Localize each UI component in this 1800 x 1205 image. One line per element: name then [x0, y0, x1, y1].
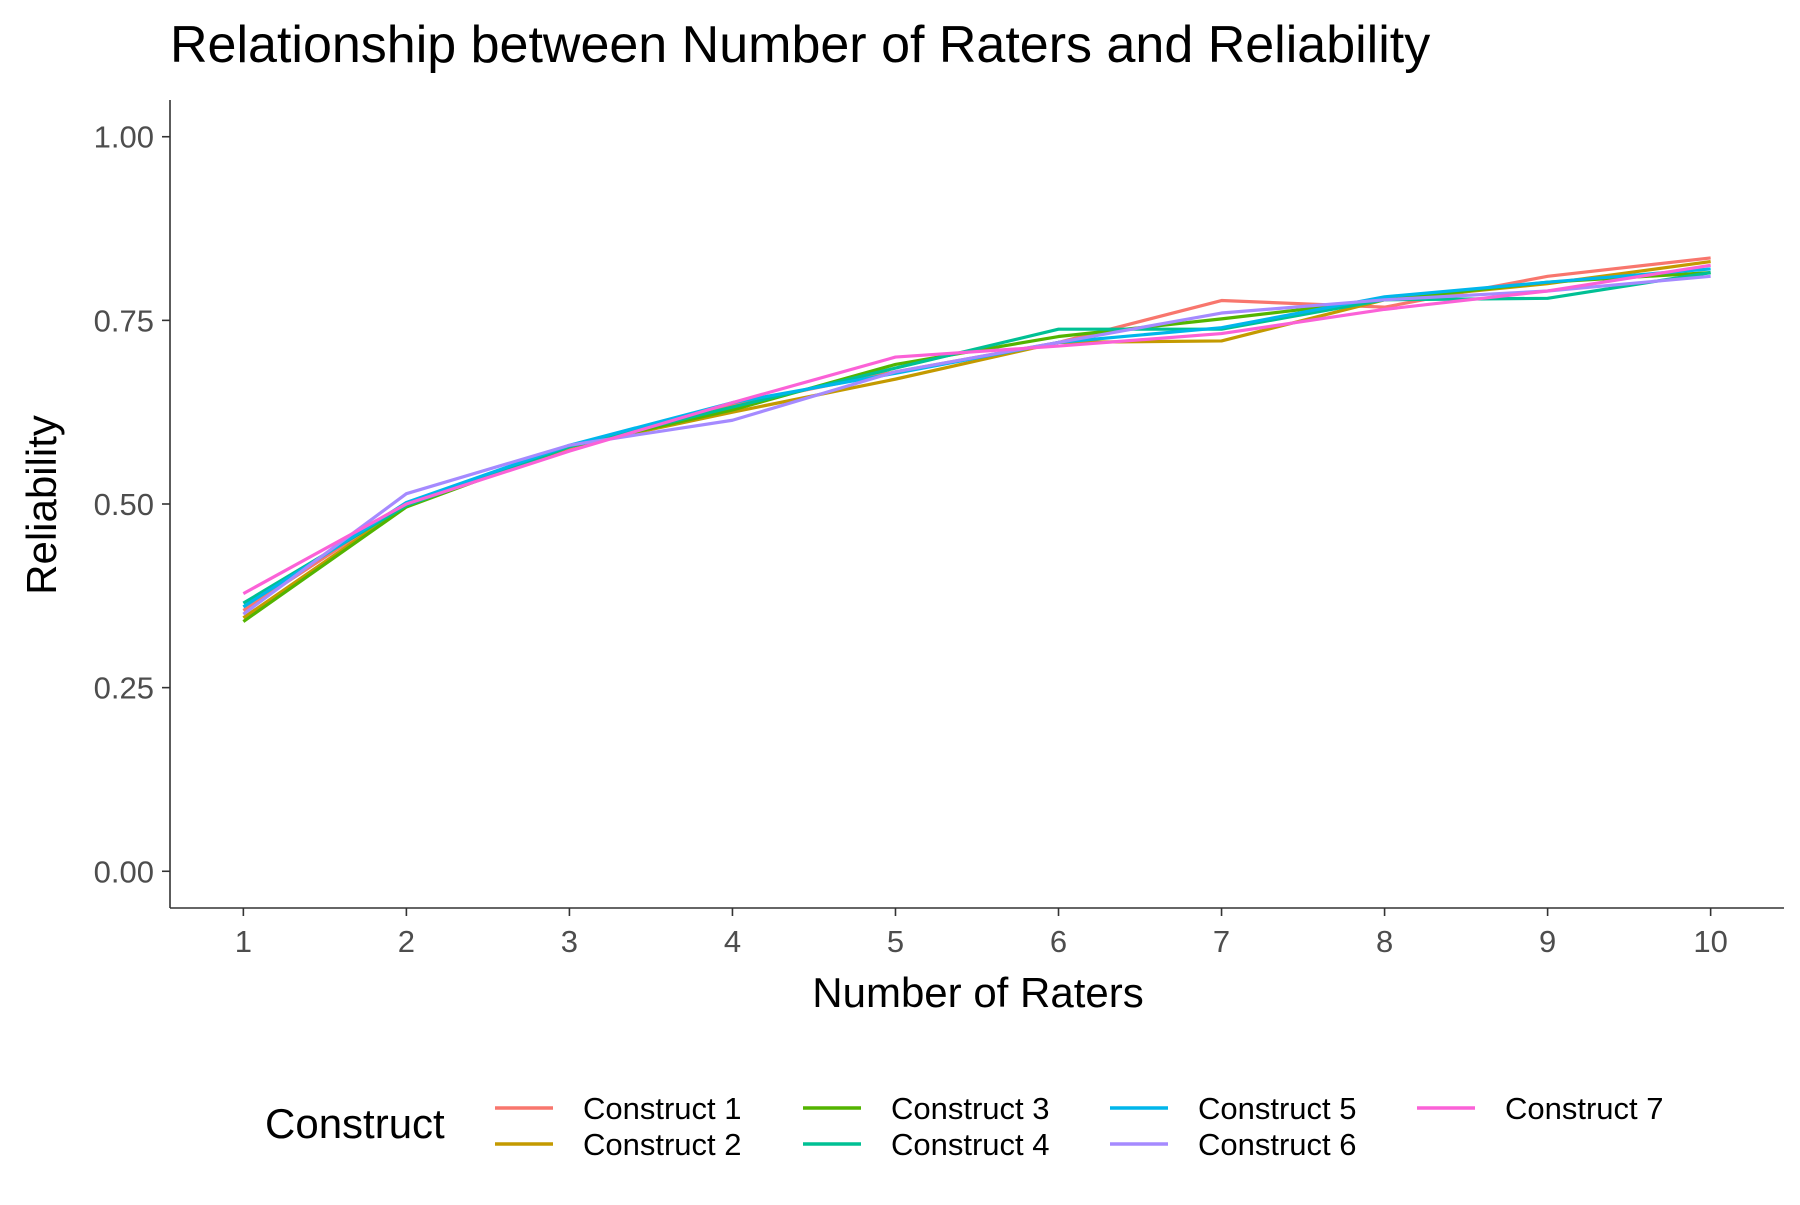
- legend-label: Construct 7: [1505, 1091, 1664, 1126]
- series-line-1: [242, 256, 1711, 612]
- series-line-4: [242, 271, 1711, 605]
- x-tick-label: 2: [398, 924, 415, 959]
- x-tick-label: 3: [561, 924, 578, 959]
- legend-label: Construct 3: [891, 1091, 1050, 1126]
- y-tick-label: 0.00: [94, 854, 154, 889]
- legend-item-3: Construct 3: [803, 1091, 1050, 1126]
- legend-item-2: Construct 2: [495, 1127, 742, 1162]
- x-tick-label: 6: [1050, 924, 1067, 959]
- x-tick-label: 1: [235, 924, 252, 959]
- y-tick-label: 1.00: [94, 120, 154, 155]
- legend-label: Construct 4: [891, 1127, 1050, 1162]
- series-line-7: [242, 263, 1711, 596]
- x-axis-title: Number of Raters: [812, 969, 1143, 1016]
- chart-title: Relationship between Number of Raters an…: [170, 16, 1430, 74]
- legend-item-7: Construct 7: [1417, 1091, 1664, 1126]
- y-tick-label: 0.25: [94, 671, 154, 706]
- legend-label: Construct 6: [1198, 1127, 1357, 1162]
- x-tick-label: 7: [1213, 924, 1230, 959]
- plot-lines: [242, 256, 1711, 623]
- y-tick-label: 0.50: [94, 487, 154, 522]
- x-tick-label: 4: [724, 924, 741, 959]
- series-line-5: [242, 267, 1711, 609]
- legend-label: Construct 2: [583, 1127, 742, 1162]
- x-tick-label: 9: [1539, 924, 1556, 959]
- legend-item-6: Construct 6: [1110, 1127, 1357, 1162]
- legend-item-1: Construct 1: [495, 1091, 742, 1126]
- legend-label: Construct 1: [583, 1091, 742, 1126]
- axes: 0.00 0.25 0.50 0.75 1.00 1 2 3 4 5 6 7 8 9 10: [94, 100, 1784, 959]
- y-tick-label: 0.75: [94, 303, 154, 338]
- x-tick-label: 5: [887, 924, 904, 959]
- legend-item-4: Construct 4: [803, 1127, 1050, 1162]
- series-line-2: [242, 260, 1711, 620]
- series-line-6: [242, 274, 1711, 616]
- series-line-3: [242, 271, 1711, 623]
- legend-label: Construct 5: [1198, 1091, 1357, 1126]
- legend-item-5: Construct 5: [1110, 1091, 1357, 1126]
- x-tick-label: 10: [1693, 924, 1727, 959]
- x-tick-label: 8: [1376, 924, 1393, 959]
- y-axis-title: Reliability: [18, 415, 65, 595]
- legend-title: Construct: [265, 1100, 445, 1147]
